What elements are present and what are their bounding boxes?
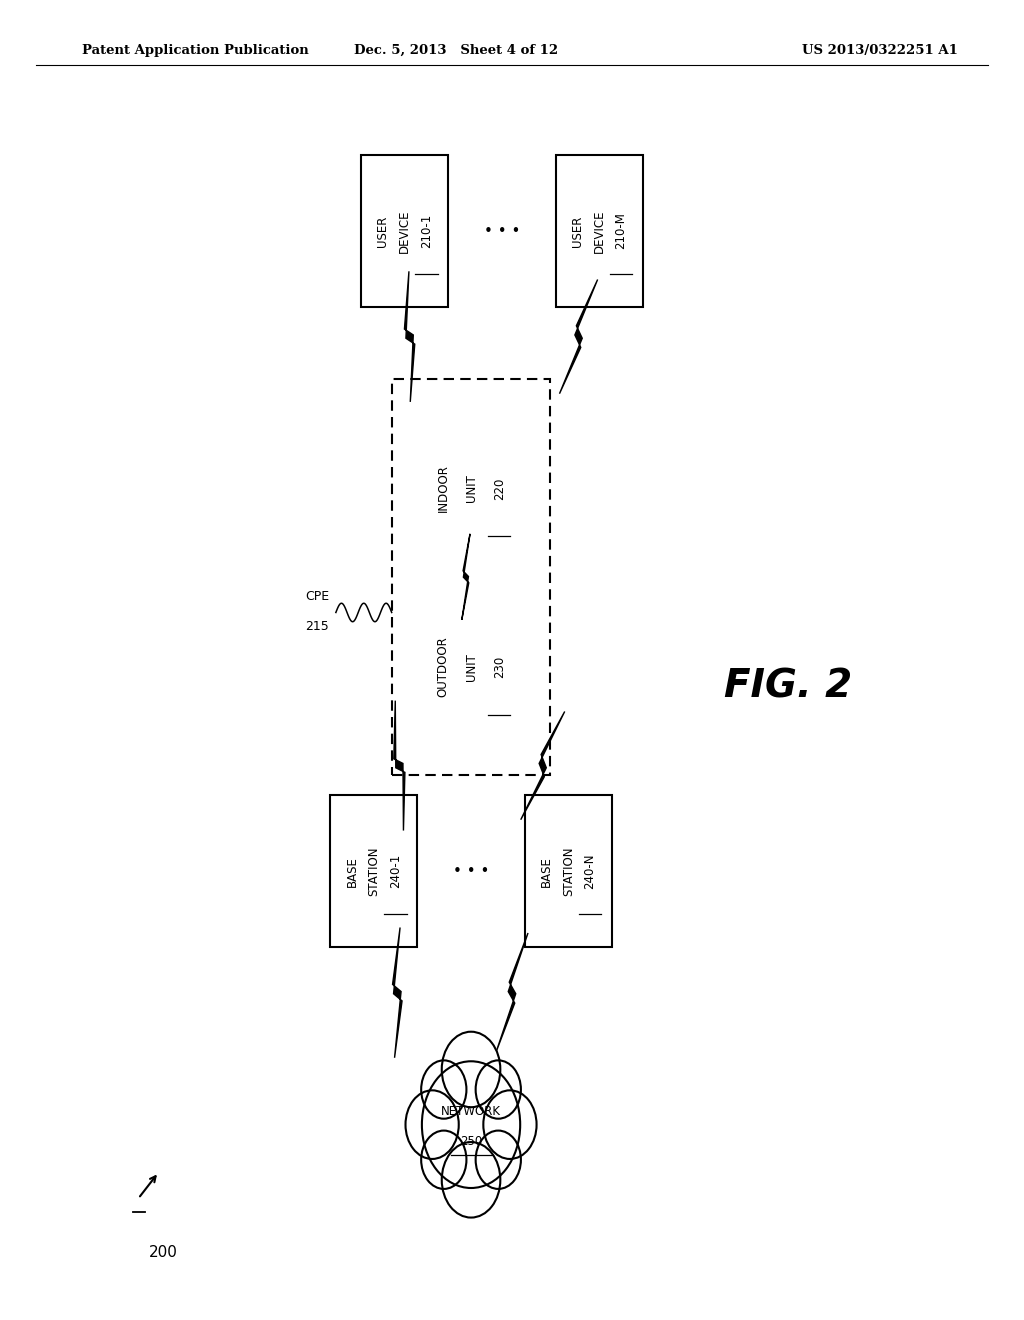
Text: UNIT: UNIT: [465, 652, 477, 681]
Circle shape: [441, 1142, 501, 1217]
Polygon shape: [392, 928, 402, 1057]
Bar: [415, 403, 527, 574]
Text: 220: 220: [493, 478, 506, 499]
Circle shape: [422, 1061, 520, 1188]
Bar: [330, 795, 418, 948]
Text: • • •: • • •: [453, 863, 489, 879]
Text: Dec. 5, 2013   Sheet 4 of 12: Dec. 5, 2013 Sheet 4 of 12: [353, 44, 558, 57]
Circle shape: [421, 1060, 467, 1119]
Text: INDOOR: INDOOR: [436, 465, 450, 512]
Circle shape: [483, 1090, 537, 1159]
Text: 210-M: 210-M: [614, 213, 628, 249]
Bar: [391, 379, 551, 775]
Text: BASE: BASE: [345, 855, 358, 887]
Circle shape: [441, 1032, 501, 1107]
Text: FIG. 2: FIG. 2: [724, 668, 853, 705]
Text: NETWORK: NETWORK: [441, 1105, 501, 1118]
Polygon shape: [404, 272, 415, 401]
Text: USER: USER: [376, 215, 389, 247]
Text: 240-1: 240-1: [389, 854, 402, 888]
Text: 230: 230: [493, 656, 506, 677]
Polygon shape: [521, 711, 564, 820]
Text: STATION: STATION: [368, 846, 380, 896]
Text: 215: 215: [305, 620, 330, 634]
Text: STATION: STATION: [562, 846, 574, 896]
Text: DEVICE: DEVICE: [398, 210, 411, 252]
Polygon shape: [559, 280, 598, 393]
Circle shape: [406, 1090, 459, 1159]
Circle shape: [421, 1130, 467, 1189]
Text: • • •: • • •: [483, 223, 520, 239]
Circle shape: [475, 1060, 521, 1119]
Polygon shape: [394, 701, 404, 830]
Polygon shape: [462, 533, 470, 620]
Polygon shape: [496, 933, 528, 1052]
Text: US 2013/0322251 A1: US 2013/0322251 A1: [802, 44, 957, 57]
Text: BASE: BASE: [540, 855, 553, 887]
Text: Patent Application Publication: Patent Application Publication: [82, 44, 308, 57]
Text: UNIT: UNIT: [465, 474, 477, 503]
Bar: [555, 156, 643, 308]
Bar: [415, 581, 527, 752]
Bar: [525, 795, 612, 948]
Bar: [361, 156, 449, 308]
Text: 240-N: 240-N: [584, 854, 597, 888]
Text: OUTDOOR: OUTDOOR: [436, 636, 450, 697]
Text: 200: 200: [148, 1245, 177, 1259]
Text: USER: USER: [570, 215, 584, 247]
Text: DEVICE: DEVICE: [593, 210, 605, 252]
Circle shape: [475, 1130, 521, 1189]
Text: 210-1: 210-1: [420, 214, 433, 248]
Text: CPE: CPE: [305, 590, 330, 603]
Text: 250: 250: [460, 1135, 482, 1148]
